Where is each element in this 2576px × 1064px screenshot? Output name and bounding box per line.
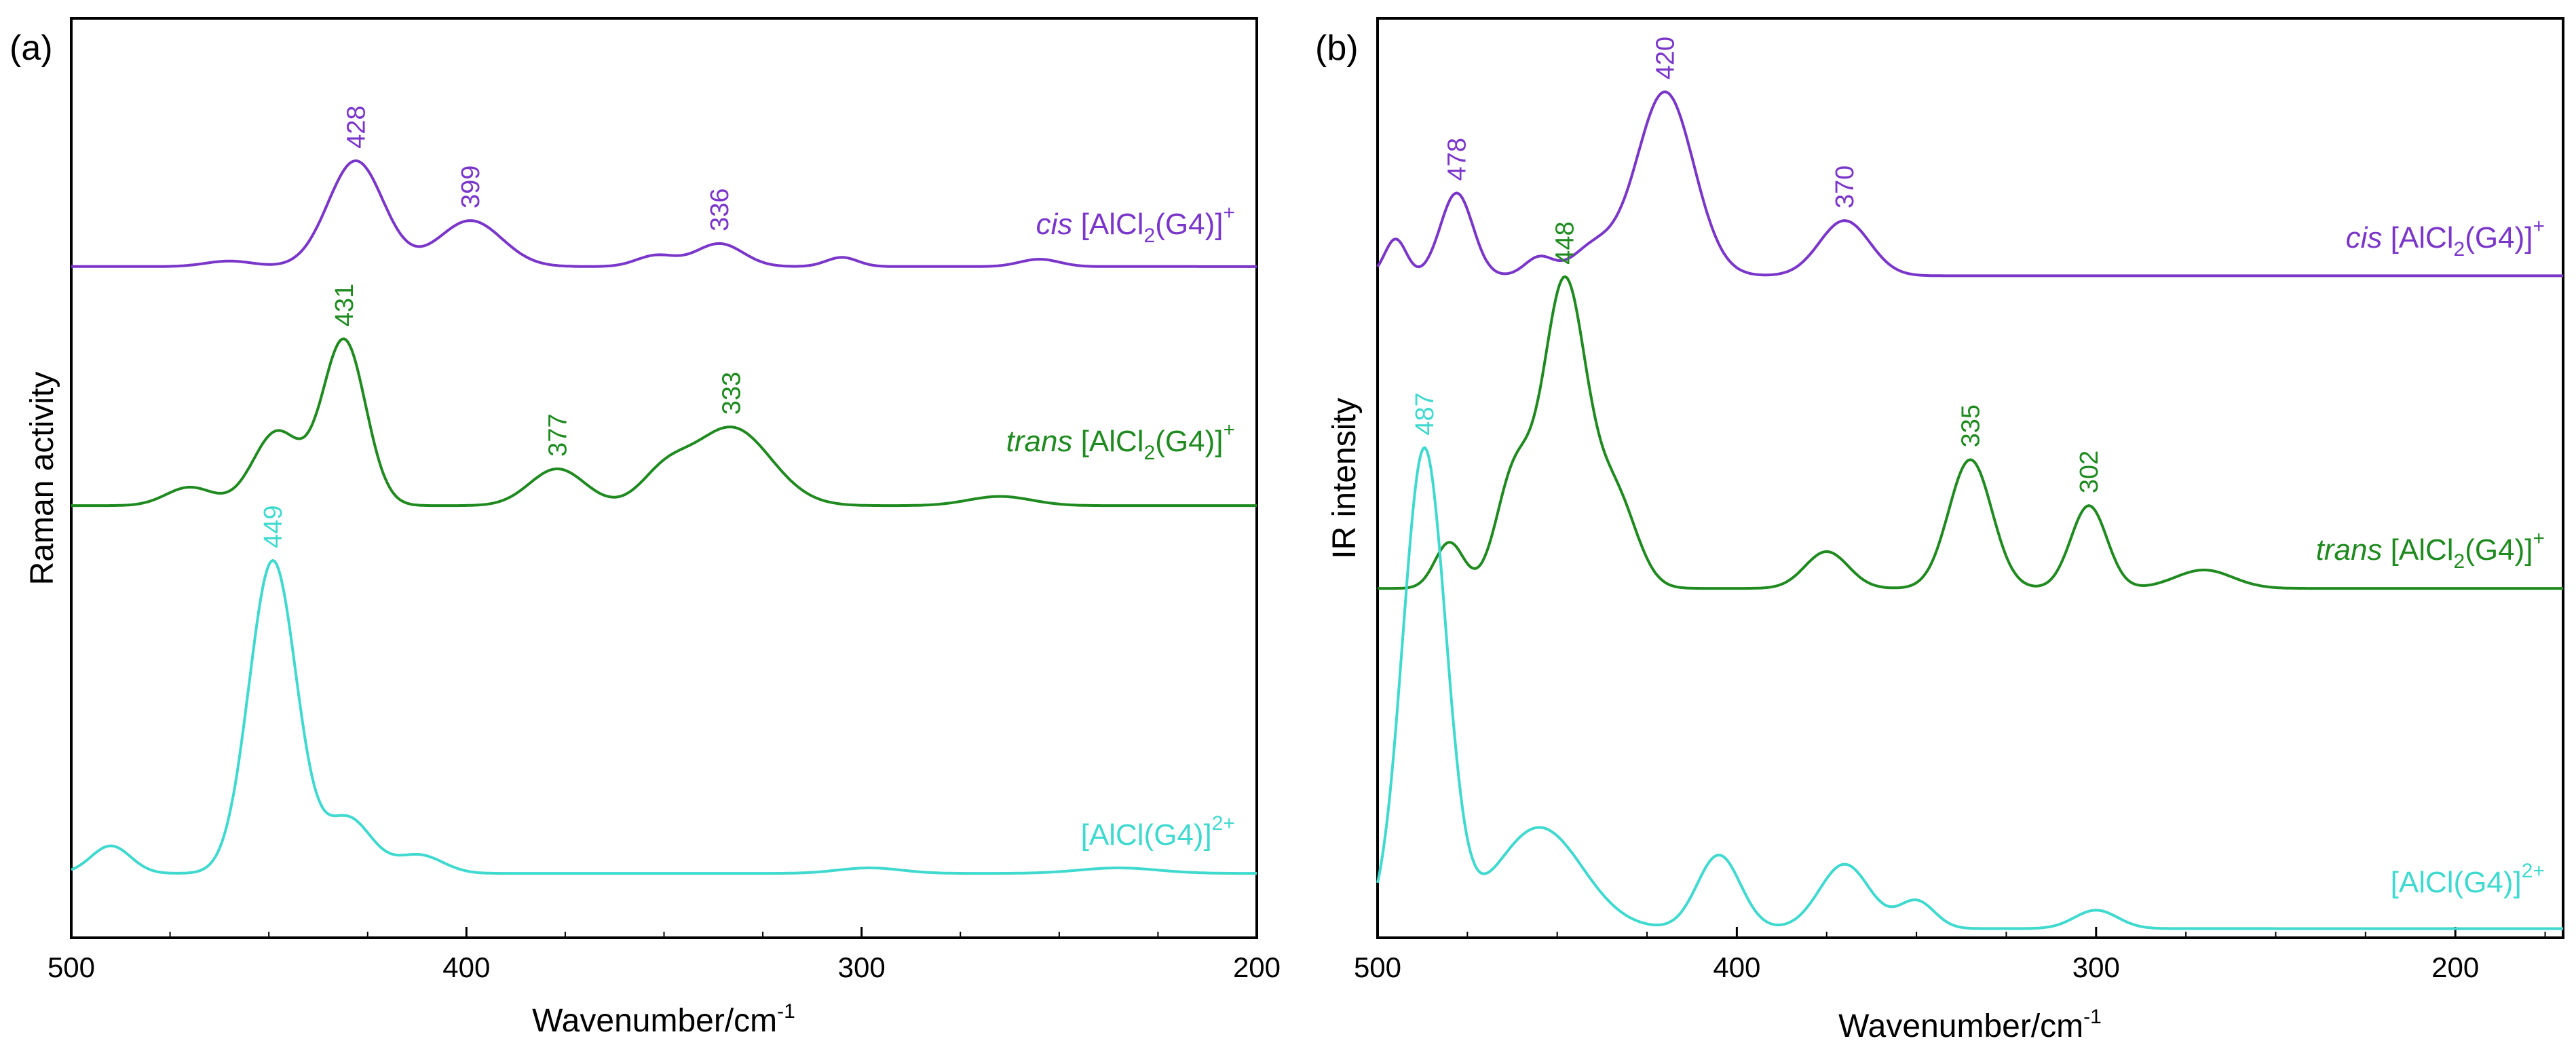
panel-a-x-ticks: 500 400 300 200 (48, 927, 1281, 983)
panel-b-x-tick-label-500: 500 (1354, 951, 1401, 983)
panel-b-x-tick-label-200: 200 (2431, 951, 2479, 983)
panel-a-series-line-dication (71, 558, 1257, 875)
panel-b-frame (1376, 17, 2564, 939)
panel-b-peak-label-cis-420: 420 (1652, 37, 1680, 79)
panel-a-series-label-trans: trans [AlCl2(G4)]+ (1006, 419, 1235, 464)
panel-b-peak-label-cis-370: 370 (1831, 166, 1859, 208)
panel-b-label: (b) (1315, 28, 1359, 68)
panel-a-x-tick-label-200: 200 (1233, 951, 1281, 983)
panel-a-peak-label-trans-431: 431 (330, 284, 359, 326)
panel-a-x-axis-label-main: Wavenumber/cm (532, 1003, 777, 1039)
panel-b-x-tick-label-400: 400 (1713, 951, 1760, 983)
panel-b-series-label-dication: [AlCl(G4)]2+ (2391, 860, 2545, 899)
panel-a-y-axis-label: Raman activity (24, 372, 60, 586)
panel-a-x-tick-label-400: 400 (442, 951, 490, 983)
panel-b-peak-label-trans-448: 448 (1551, 221, 1579, 264)
panel-a-peak-label-cis-399: 399 (457, 166, 485, 208)
panel-b-x-axis-label-main: Wavenumber/cm (1838, 1008, 2083, 1044)
panel-b-x-ticks: 500 400 300 200 (1354, 927, 2546, 983)
panel-b-series-line-cis (1376, 90, 2563, 278)
panel-a-x-axis-label-sup: -1 (777, 1000, 795, 1023)
panel-a-series-line-trans (71, 337, 1257, 508)
panel-a-series-line-cis (71, 159, 1257, 268)
panel-b-peak-label-dication-487: 487 (1411, 392, 1439, 435)
panel-b-peak-label-trans-335: 335 (1957, 404, 1986, 447)
panel-b-peak-label-trans-302: 302 (2075, 451, 2104, 493)
panel-b-series-label-cis: cis [AlCl2(G4)]+ (2346, 215, 2545, 261)
panel-b-series-line-trans (1378, 275, 2563, 590)
panel-b-peak-label-cis-478: 478 (1443, 138, 1471, 180)
panel-b-series-line-dication (1376, 446, 2563, 930)
panel-b-x-tick-label-300: 300 (2072, 951, 2120, 983)
panel-a-peak-label-trans-333: 333 (717, 372, 746, 415)
panel-a-series-label-dication: [AlCl(G4)]2+ (1081, 812, 1235, 852)
panel-a-peak-label-cis-336: 336 (706, 188, 734, 231)
panel-a-x-tick-label-300: 300 (838, 951, 886, 983)
panel-b-x-axis-label: Wavenumber/cm-1 (1838, 1006, 2102, 1044)
panel-b-ir: (b) IR intensity Wavenumber/cm-1 500 400 3… (1315, 17, 2564, 1044)
panel-b-series-label-trans: trans [AlCl2(G4)]+ (2316, 527, 2545, 573)
panel-a-series: 428 399 336 cis [AlCl2(G4)]+ 431 377 333 trans … (71, 106, 1257, 875)
panel-a-peak-label-cis-428: 428 (342, 106, 371, 149)
panel-a-peak-label-trans-377: 377 (544, 414, 572, 457)
panel-a-series-label-cis: cis [AlCl2(G4)]+ (1036, 202, 1235, 247)
panel-a-x-tick-label-500: 500 (48, 951, 95, 983)
panel-a-label: (a) (10, 28, 53, 68)
panel-a-raman: (a) Raman activity Wavenumber/cm-1 500 40… (10, 17, 1281, 1039)
panel-a-frame (70, 17, 1258, 939)
panel-b-y-axis-label: IR intensity (1327, 398, 1363, 558)
panel-b-series: 478 420 370 cis [AlCl2(G4)]+ 448 335 302 trans … (1376, 37, 2563, 930)
panel-a-peak-label-dication-449: 449 (259, 506, 288, 548)
panel-a-x-axis-label: Wavenumber/cm-1 (532, 1000, 795, 1039)
panel-b-x-axis-label-sup: -1 (2083, 1006, 2102, 1028)
